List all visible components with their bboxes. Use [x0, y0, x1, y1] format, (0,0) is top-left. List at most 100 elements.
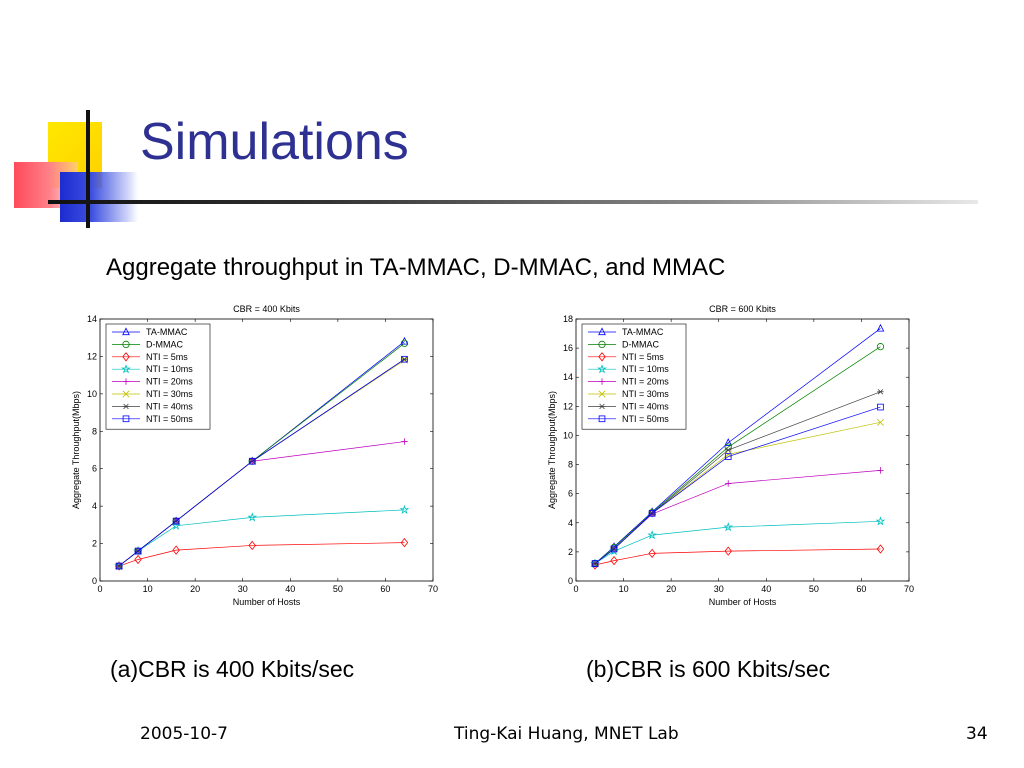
- chart-b-series-nti-10ms-point: [647, 530, 657, 540]
- chart-a-legend-item-nti-10ms-label: NTI = 10ms: [146, 364, 193, 374]
- chart-a-ytick-label: 10: [87, 389, 97, 399]
- chart-b-ytick-label: 0: [568, 576, 573, 586]
- chart-a-legend-item-nti-10ms-marker: [121, 364, 131, 374]
- chart-a-xtick-label: 30: [238, 584, 248, 594]
- chart-a-legend-item-nti-40ms: NTI = 40ms: [112, 401, 193, 411]
- chart-a-title: CBR = 400 Kbits: [233, 304, 300, 314]
- chart-b-series-nti-20ms-point: [877, 467, 884, 474]
- chart-b-legend-item-nti-50ms-label: NTI = 50ms: [622, 414, 669, 424]
- chart-a-xtick-label: 70: [428, 584, 438, 594]
- chart-a-xtick-label: 20: [190, 584, 200, 594]
- chart-a-legend-item-nti-20ms-label: NTI = 20ms: [146, 377, 193, 387]
- chart-a-legend-item-nti-10ms: NTI = 10ms: [112, 364, 193, 374]
- chart-cbr-600: CBR = 600 Kbits 0 10 20 30 40 50 60 70 0 2 4 6 8 10 12 1…: [547, 304, 914, 607]
- decor-vertical-rule: [86, 110, 90, 228]
- chart-b-series-nti-40ms-point: [725, 447, 732, 453]
- chart-a-xtick-label: 40: [285, 584, 295, 594]
- chart-a-legend-item-nti-5ms-marker: [122, 352, 130, 362]
- chart-a-series-nti-5ms-point: [248, 540, 256, 551]
- chart-a-legend-item-nti-40ms-label: NTI = 40ms: [146, 401, 193, 411]
- caption-chart-b: (b)CBR is 600 Kbits/sec: [586, 656, 831, 682]
- chart-a-series-nti-50ms-point: [115, 562, 123, 570]
- chart-b-yaxis-label: Aggregate Throughput(Mbps): [547, 391, 557, 509]
- chart-b-legend-item-nti-30ms-label: NTI = 30ms: [622, 389, 669, 399]
- chart-b-xtick-label: 50: [809, 584, 819, 594]
- chart-a-series-nti-50ms: [115, 355, 408, 570]
- chart-a-series-nti-50ms-line: [118, 358, 405, 567]
- chart-a-legend-item-nti-20ms: NTI = 20ms: [112, 377, 193, 387]
- chart-b-xaxis-label: Number of Hosts: [709, 597, 777, 607]
- chart-a-legend-box: [105, 323, 211, 430]
- chart-b-series-nti-5ms-point: [610, 555, 618, 566]
- chart-b-legend-item-nti-10ms: NTI = 10ms: [588, 364, 669, 374]
- chart-b-ytick-label: 6: [568, 489, 573, 499]
- chart-b-ytick-label: 4: [568, 518, 573, 528]
- chart-b-title: CBR = 600 Kbits: [709, 304, 776, 314]
- chart-b-series-nti-5ms-point: [648, 548, 656, 558]
- chart-b-legend-item-nti-10ms-marker: [597, 364, 607, 374]
- chart-a-xtick-label: 50: [333, 584, 343, 594]
- chart-a-ytick-label: 4: [92, 501, 97, 511]
- chart-b-series-nti-5ms-point: [876, 544, 885, 554]
- chart-a-series-nti-50ms-point: [401, 355, 408, 363]
- chart-b-legend-item-ta-mmac-label: TA-MMAC: [622, 327, 664, 337]
- chart-a-series-nti-10ms-point: [247, 512, 258, 522]
- chart-a-legend-item-nti-40ms-marker: [122, 403, 130, 410]
- chart-a-ytick-label: 0: [92, 576, 97, 586]
- chart-b-xtick-label: 20: [666, 584, 676, 594]
- chart-a-series-nti-5ms-point: [172, 545, 180, 555]
- chart-b-legend-item-nti-40ms: NTI = 40ms: [588, 401, 669, 411]
- chart-b-series-nti-30ms-point: [876, 418, 884, 426]
- chart-b-legend-item-nti-30ms-marker: [598, 390, 606, 398]
- chart-a-series-nti-5ms-point: [134, 554, 142, 565]
- chart-a-legend-item-d-mmac-marker: [122, 340, 130, 349]
- chart-b-legend-item-d-mmac-label: D-MMAC: [622, 339, 659, 349]
- chart-b-legend-item-nti-40ms-label: NTI = 40ms: [622, 401, 669, 411]
- chart-b-series-nti-50ms-point: [591, 560, 599, 567]
- chart-b-series-nti-5ms-point: [724, 546, 732, 556]
- chart-b-legend-item-d-mmac-marker: [598, 340, 606, 349]
- chart-a-series-nti-50ms-point: [172, 517, 180, 525]
- chart-b-legend-item-nti-5ms-label: NTI = 5ms: [622, 352, 664, 362]
- chart-b-series-nti-10ms-point: [875, 516, 886, 526]
- chart-b-xtick-label: 40: [761, 584, 771, 594]
- chart-b-legend: TA-MMAC D-MMAC NTI = 5ms NTI = 10ms NTI = 20…: [581, 323, 687, 430]
- chart-a-ytick-label: 12: [87, 351, 97, 361]
- chart-b-series-ta-mmac-point: [876, 323, 885, 332]
- chart-b-xtick-label: 10: [619, 584, 629, 594]
- chart-a-legend-item-nti-30ms: NTI = 30ms: [112, 389, 193, 399]
- chart-a-series-nti-50ms-point: [134, 547, 142, 555]
- chart-b-series-nti-50ms: [591, 403, 884, 567]
- chart-a-legend-item-nti-50ms-marker: [122, 415, 130, 423]
- chart-b-xtick-label: 0: [573, 584, 578, 594]
- chart-a-xtick-label: 60: [380, 584, 390, 594]
- chart-b-series-nti-20ms-point: [725, 480, 732, 487]
- chart-a-xaxis-label: Number of Hosts: [233, 597, 301, 607]
- title-underline-rule: [48, 200, 978, 204]
- chart-a-series-nti-10ms-point: [171, 520, 181, 530]
- chart-b-legend-item-nti-40ms-marker: [598, 403, 606, 410]
- chart-a-yaxis-label: Aggregate Throughput(Mbps): [71, 391, 81, 509]
- chart-b-series-nti-50ms-point: [648, 510, 656, 517]
- chart-b-legend-item-ta-mmac: TA-MMAC: [588, 327, 664, 337]
- chart-a-legend-item-nti-30ms-label: NTI = 30ms: [146, 389, 193, 399]
- caption-chart-a: (a)CBR is 400 Kbits/sec: [110, 656, 355, 682]
- chart-b-series-ta-mmac-point: [724, 438, 733, 446]
- chart-a-series-ta-mmac-point: [400, 336, 409, 345]
- chart-b-legend-item-nti-50ms-marker: [598, 415, 606, 423]
- chart-a-xtick-label: 10: [143, 584, 153, 594]
- chart-b-legend-item-d-mmac: D-MMAC: [588, 339, 659, 349]
- chart-a-legend: TA-MMAC D-MMAC NTI = 5ms NTI = 10ms NTI = 20…: [105, 323, 211, 430]
- footer-date: 2005-10-7: [140, 724, 228, 744]
- chart-b-series-nti-40ms-point: [877, 389, 884, 395]
- footer-page-number: 34: [966, 724, 988, 744]
- chart-b-ytick-label: 10: [563, 430, 573, 440]
- chart-b-legend-item-nti-20ms-label: NTI = 20ms: [622, 377, 669, 387]
- chart-b-series-nti-5ms-line: [594, 548, 881, 566]
- chart-b-legend-item-nti-50ms: NTI = 50ms: [588, 414, 669, 424]
- chart-b-legend-item-nti-20ms: NTI = 20ms: [588, 377, 669, 387]
- chart-b-legend-item-nti-5ms: NTI = 5ms: [588, 352, 664, 362]
- chart-a-legend-item-nti-5ms-label: NTI = 5ms: [146, 352, 188, 362]
- chart-b-ytick-label: 16: [563, 343, 573, 353]
- chart-b-series-nti-50ms-line: [594, 406, 881, 564]
